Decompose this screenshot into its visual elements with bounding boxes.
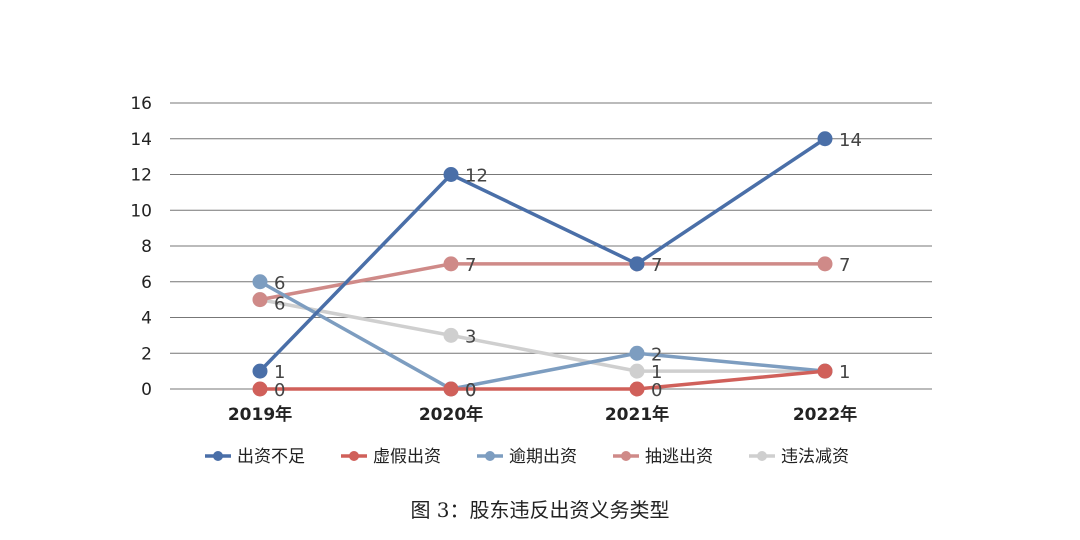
y-tick-label: 2 — [141, 344, 152, 364]
data-point — [443, 256, 459, 272]
data-label: 2 — [651, 344, 662, 365]
x-tick-label: 2019年 — [228, 404, 292, 425]
y-tick-label: 16 — [130, 94, 152, 114]
data-label: 7 — [465, 255, 476, 276]
data-label: 3 — [465, 326, 476, 347]
data-label: 6 — [274, 294, 285, 315]
data-label: 1 — [651, 362, 662, 383]
legend-label: 逾期出资 — [509, 447, 577, 467]
x-tick-label: 2020年 — [419, 404, 483, 425]
legend-label: 虚假出资 — [373, 447, 441, 467]
data-label: 1 — [274, 362, 285, 383]
series-line — [260, 369, 826, 391]
figure-caption: 图 3：股东违反出资义务类型 — [410, 498, 670, 522]
y-tick-label: 8 — [141, 237, 152, 257]
data-point — [817, 256, 833, 272]
x-tick-label: 2022年 — [793, 404, 857, 425]
data-point — [629, 345, 645, 361]
legend-marker — [757, 451, 767, 461]
data-point — [443, 381, 459, 397]
y-tick-label: 10 — [130, 201, 152, 221]
legend-label: 出资不足 — [237, 447, 305, 467]
data-label: 0 — [274, 380, 285, 401]
data-point — [629, 363, 645, 379]
data-point — [252, 274, 268, 290]
data-point — [252, 363, 268, 379]
legend-label: 抽逃出资 — [645, 447, 713, 467]
series-line — [258, 137, 826, 373]
data-point — [443, 167, 459, 182]
data-label: 14 — [839, 130, 862, 151]
y-tick-label: 0 — [141, 380, 152, 400]
legend-marker — [621, 451, 631, 461]
data-point — [817, 363, 833, 379]
y-tick-label: 12 — [130, 166, 152, 186]
series-line — [259, 280, 826, 391]
legend-marker — [485, 451, 495, 461]
data-point — [817, 131, 833, 147]
data-label: 0 — [651, 380, 662, 401]
data-point — [252, 381, 268, 397]
data-label: 12 — [465, 166, 488, 187]
data-label: 6 — [274, 273, 285, 294]
y-tick-label: 6 — [141, 273, 152, 293]
series-line — [259, 297, 825, 373]
data-label: 0 — [465, 380, 476, 401]
data-point — [629, 381, 645, 397]
y-tick-label: 4 — [141, 309, 152, 329]
data-label: 7 — [651, 255, 662, 276]
x-tick-label: 2021年 — [605, 404, 669, 425]
data-label: 1 — [839, 362, 850, 383]
data-label: 0 — [465, 380, 476, 401]
data-point — [252, 292, 268, 308]
legend-marker — [349, 451, 359, 461]
data-label: 7 — [839, 255, 850, 276]
data-point — [629, 256, 645, 272]
legend-marker — [213, 451, 223, 461]
data-point — [443, 327, 459, 343]
y-tick-label: 14 — [130, 130, 152, 150]
series-line — [259, 262, 825, 302]
legend-label: 违法减资 — [781, 447, 849, 467]
